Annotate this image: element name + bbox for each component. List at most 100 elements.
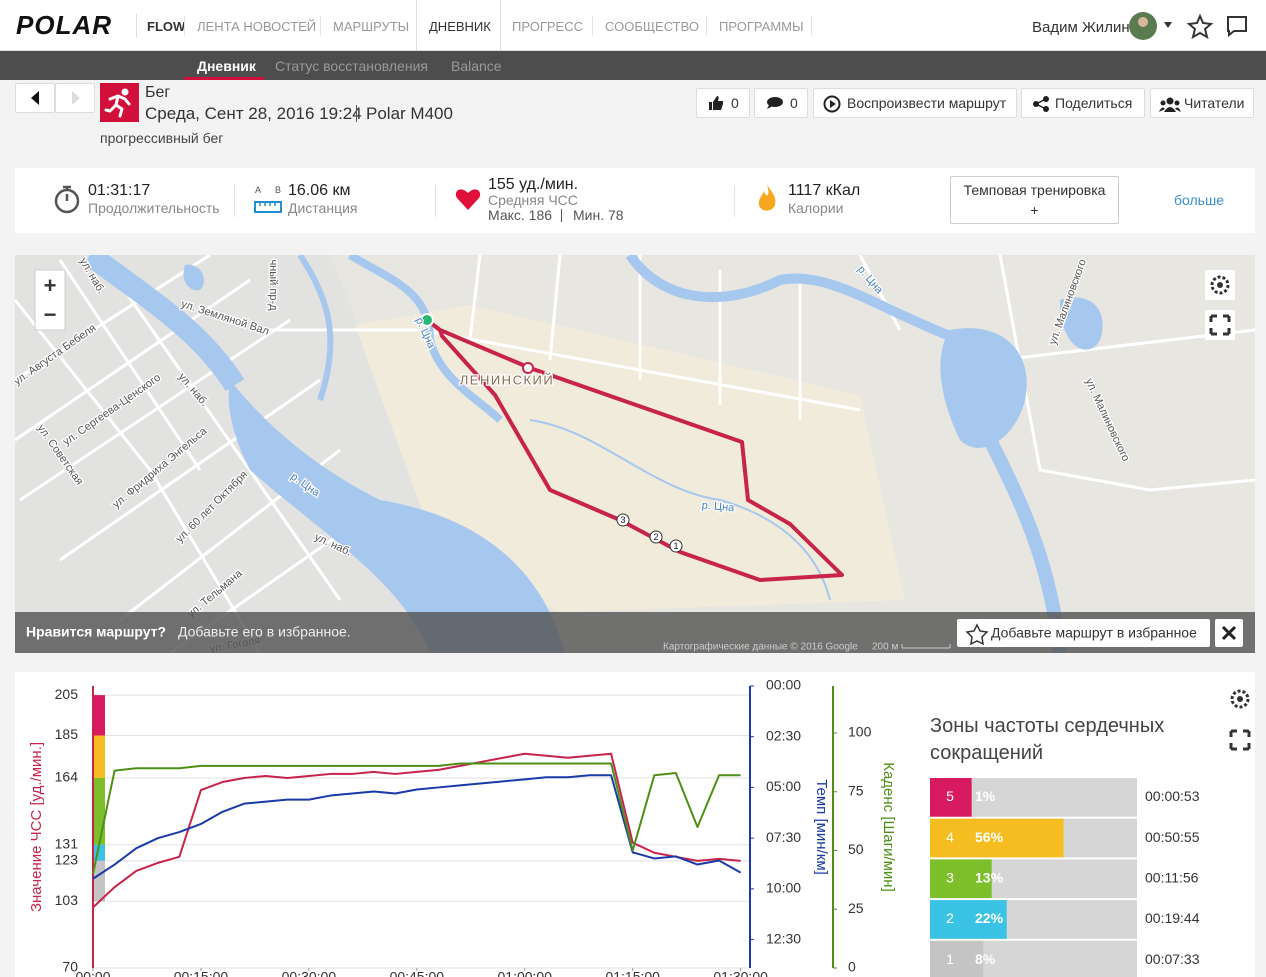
street-label: р. Цна (701, 500, 735, 515)
distance-icon (254, 201, 282, 213)
user-menu-caret[interactable] (1164, 22, 1172, 28)
street-label: ЛЕНИНСКИЙ (460, 372, 554, 387)
like-icon (709, 96, 723, 110)
share-icon (1033, 96, 1049, 112)
nav-item[interactable]: ЛЕНТА НОВОСТЕЙ (197, 19, 317, 34)
nav-item[interactable]: ДНЕВНИК (429, 19, 491, 34)
value-label: 56% (975, 829, 1004, 845)
bar (970, 778, 972, 817)
series-line (92, 762, 741, 875)
y-tick-label: 205 (55, 686, 79, 702)
hr-avg-value: 155 уд./мин. (488, 176, 579, 193)
map-fullscreen-button[interactable] (1205, 310, 1235, 340)
y-tick-label: 164 (55, 769, 79, 785)
flame-icon (758, 184, 776, 211)
nav-item[interactable]: ПРОГРАММЫ (719, 19, 804, 34)
y3-tick-label: 0 (848, 959, 856, 975)
avatar-face (1138, 17, 1148, 27)
sport-name: Бег (145, 84, 171, 101)
sub-nav-item[interactable]: Balance (451, 58, 502, 74)
arrow-right (72, 91, 80, 105)
duration-value: 01:31:17 (88, 182, 151, 199)
zone-time: 00:19:44 (1145, 910, 1200, 926)
logo[interactable]: POLAR (16, 10, 112, 40)
sub-nav-item[interactable]: Статус восстановления (275, 58, 428, 74)
y2-tick-label: 07:30 (766, 829, 801, 845)
zone-number: 5 (946, 788, 954, 804)
zone-cell (930, 900, 970, 939)
target-label: Темповая тренировка (963, 182, 1106, 198)
nav-item[interactable]: МАРШРУТЫ (333, 19, 410, 34)
zone-time: 00:50:55 (1145, 829, 1200, 845)
distance-value: 16.06 км (288, 182, 351, 199)
gear-icon (1230, 689, 1250, 709)
nav-item[interactable]: ПРОГРЕСС (512, 19, 583, 34)
value-label: 1% (975, 788, 996, 804)
messages-icon[interactable] (1226, 15, 1248, 37)
gear-icon (1210, 275, 1230, 295)
sub-nav-item[interactable]: Дневник (197, 58, 256, 74)
zone-number: 4 (946, 829, 954, 845)
zone-band (93, 777, 105, 845)
chart-fullscreen-button[interactable] (1229, 729, 1251, 751)
zone-cell (930, 778, 970, 817)
gear-icon-center (1217, 282, 1223, 288)
next-button[interactable] (55, 83, 95, 113)
comment-count: 0 (790, 95, 798, 111)
separator (184, 16, 185, 36)
y-tick-label: 123 (55, 852, 79, 868)
active-underline (184, 77, 264, 80)
y3-tick-label: 75 (848, 782, 864, 798)
share-label: Поделиться (1055, 95, 1133, 111)
y3-tick-label: 25 (848, 900, 864, 916)
session-date: Среда, Сент 28, 2016 19:24 (145, 104, 362, 123)
favorites-icon[interactable] (1186, 13, 1214, 40)
roads (15, 255, 1255, 653)
hr-max: Макс. 186 (488, 207, 553, 223)
zone-time: 00:00:53 (1145, 788, 1200, 804)
more-link[interactable]: больше (1174, 192, 1224, 208)
star-icon (965, 623, 989, 646)
bar (970, 900, 1007, 939)
route (425, 318, 844, 582)
summary-card: 01:31:17 Продолжительность A B 16.06 км … (15, 168, 1255, 233)
y-axis-title: Значение ЧСС [уд./мин.] (28, 742, 45, 912)
y2-tick-label: 12:30 (766, 930, 801, 946)
arrow-left (31, 91, 39, 105)
zoom-in[interactable]: + (44, 273, 57, 298)
favorite-button[interactable] (957, 619, 1210, 647)
zone-time: 00:11:56 (1145, 869, 1199, 885)
target-add: + (1030, 202, 1039, 218)
zone-cell (930, 859, 970, 899)
series-line (92, 752, 741, 909)
share-button[interactable]: Поделиться (1021, 88, 1145, 118)
route-start (420, 313, 434, 327)
like-button[interactable]: 0 (696, 88, 750, 118)
map-scale: 200 м (872, 642, 898, 653)
nav-item[interactable]: СООБЩЕСТВО (605, 19, 699, 34)
km-marker-label: 1 (673, 541, 678, 551)
zone-cell (930, 818, 970, 858)
route-markers: 1 2 3 (616, 513, 683, 553)
nav-item[interactable]: FLOW (147, 19, 186, 34)
fullscreen-icon (1209, 314, 1231, 336)
comment-button[interactable]: 0 (754, 88, 808, 118)
separator (592, 16, 593, 36)
y-tick-label: 131 (55, 835, 79, 851)
km-marker (649, 530, 663, 544)
y2-tick-label: 00:00 (766, 677, 801, 693)
followers-button[interactable]: Читатели (1150, 88, 1254, 118)
calories-value: 1117 кКал (788, 182, 861, 199)
previous-button[interactable] (15, 83, 55, 113)
target-button[interactable]: Темповая тренировка + (950, 176, 1119, 224)
replay-button[interactable]: Воспроизвести маршрут (813, 88, 1017, 118)
user-name[interactable]: Вадим Жилин (1032, 19, 1130, 36)
y-tick-label: 185 (55, 726, 79, 742)
zoom-out[interactable]: − (44, 302, 57, 327)
bar (970, 859, 992, 899)
